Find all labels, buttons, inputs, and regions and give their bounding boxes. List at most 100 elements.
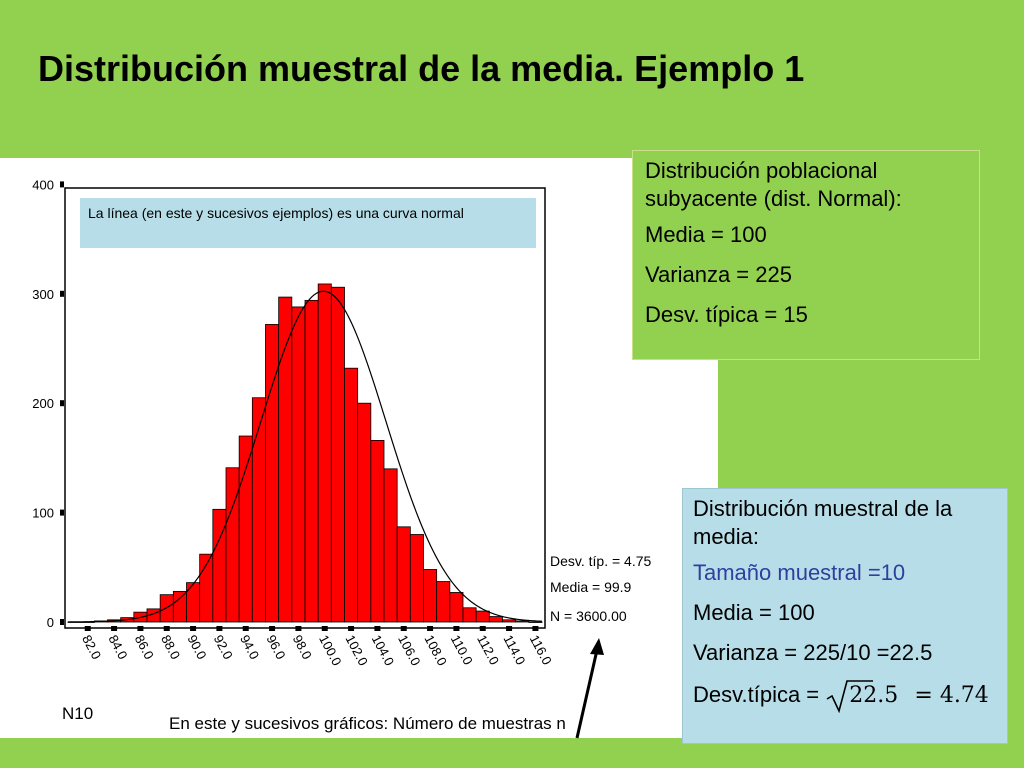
x-tick-mark — [269, 626, 276, 631]
histogram-bar — [488, 616, 503, 623]
histogram-bar — [212, 508, 227, 623]
histogram-bar — [383, 468, 398, 623]
histogram-bar — [528, 621, 543, 623]
x-tick-label: 82.0 — [79, 632, 104, 661]
histogram-bar — [186, 582, 201, 623]
y-tick-label: 0 — [47, 615, 54, 630]
histogram-bar — [436, 581, 451, 623]
histogram-bar — [502, 619, 517, 623]
histogram-bar — [396, 526, 411, 623]
sample-size: Tamaño muestral =10 — [693, 560, 906, 585]
histogram-bar — [475, 610, 490, 623]
y-axis-ticks: 0 100 200 300 400 — [32, 177, 64, 630]
x-tick-mark — [532, 626, 539, 631]
x-tick-label: 106.0 — [395, 632, 424, 668]
histogram-bar — [344, 367, 359, 623]
arrow-line — [575, 649, 599, 739]
histogram-bar — [515, 620, 530, 623]
histogram-bar — [423, 569, 438, 623]
x-axis-ticks: 82.0 84.0 86.0 88.0 90.0 92.0 94.0 96.0 98.0 100.… — [79, 626, 555, 668]
note-box: La línea (en este y sucesivos ejemplos) … — [80, 198, 536, 248]
histogram-bar — [265, 324, 280, 623]
x-tick-mark — [84, 626, 91, 631]
x-tick-label: 84.0 — [105, 632, 130, 661]
sample-box: Distribución muestral de la media: Tamañ… — [682, 488, 1008, 744]
x-tick-label: 90.0 — [184, 632, 209, 661]
arrow-head — [590, 638, 604, 655]
x-tick-mark — [163, 626, 170, 631]
y-tick-label: 400 — [32, 177, 54, 192]
sample-heading: Distribución muestral de la media: — [693, 496, 953, 549]
x-tick-label: 102.0 — [342, 632, 371, 668]
x-tick-mark — [321, 626, 328, 631]
x-tick-mark — [479, 626, 486, 631]
x-tick-label: 104.0 — [369, 632, 398, 668]
bottom-caption: En este y sucesivos gráficos: Número de … — [169, 714, 566, 733]
population-heading: Distribución poblacional subyacente (dis… — [645, 158, 902, 211]
x-tick-label: 112.0 — [474, 632, 502, 667]
x-tick-label: 98.0 — [290, 632, 315, 661]
slide-title: Distribución muestral de la media. Ejemp… — [38, 48, 805, 89]
x-tick-mark — [242, 626, 249, 631]
x-tick-mark — [348, 626, 355, 631]
histogram-bar — [330, 286, 345, 623]
bars-group — [67, 283, 543, 623]
x-tick-mark — [137, 626, 144, 631]
y-tick-mark — [60, 619, 64, 625]
y-tick-mark — [60, 400, 64, 407]
x-tick-label: 86.0 — [132, 632, 157, 661]
x-tick-label: 114.0 — [500, 632, 528, 667]
x-tick-mark — [453, 626, 460, 631]
x-tick-mark — [190, 626, 197, 631]
x-tick-mark — [400, 626, 407, 631]
population-desv: Desv. típica = 15 — [645, 302, 808, 327]
stat-media: Media = 99.9 — [550, 579, 632, 595]
y-tick-mark — [60, 290, 64, 297]
histogram-bar — [251, 397, 266, 623]
histogram-bar — [357, 402, 372, 623]
histogram-bar — [304, 299, 319, 623]
x-tick-mark — [295, 626, 302, 631]
y-tick-mark — [60, 509, 64, 516]
x-tick-mark — [506, 626, 513, 631]
histogram-bar — [225, 467, 240, 623]
population-media: Media = 100 — [645, 222, 767, 247]
x-tick-mark — [111, 626, 118, 631]
histogram-bar — [449, 592, 464, 623]
x-tick-label: 110.0 — [448, 632, 476, 667]
y-tick-label: 200 — [32, 396, 54, 411]
histogram-bar — [462, 607, 477, 623]
histogram-label: N10 — [62, 704, 94, 723]
x-tick-label: 100.0 — [316, 632, 345, 668]
sample-media: Media = 100 — [693, 600, 815, 625]
histogram-bar — [291, 306, 306, 623]
sqrt-result: = 4.74 — [914, 682, 989, 708]
y-tick-label: 300 — [32, 287, 54, 302]
histogram-bar — [317, 283, 332, 623]
x-tick-label: 116.0 — [527, 632, 555, 667]
sqrt-value: 22.5 — [849, 682, 899, 708]
histogram-bar — [370, 439, 385, 623]
sqrt-sign — [826, 680, 874, 714]
x-tick-label: 108.0 — [421, 632, 450, 668]
x-tick-mark — [374, 626, 381, 631]
sample-varianza: Varianza = 225/10 =22.5 — [693, 640, 933, 665]
population-varianza: Varianza = 225 — [645, 262, 792, 287]
x-tick-mark — [427, 626, 434, 631]
histogram-bar — [238, 435, 253, 623]
histogram-bar — [409, 534, 424, 623]
x-tick-label: 96.0 — [263, 632, 288, 661]
sample-desv: Desv.típica = 22.5 = 4.74 — [693, 679, 997, 714]
plot-frame — [64, 187, 546, 629]
normal-curve — [67, 290, 543, 623]
y-tick-label: 100 — [32, 506, 54, 521]
stat-desv: Desv. típ. = 4.75 — [550, 553, 652, 569]
sqrt-expression: 22.5 — [825, 679, 900, 714]
stat-n: N = 3600.00 — [550, 608, 627, 624]
sample-desv-label: Desv.típica = — [693, 681, 820, 707]
histogram-bar — [172, 590, 187, 623]
x-tick-label: 88.0 — [158, 632, 183, 661]
x-tick-label: 94.0 — [237, 632, 262, 661]
x-tick-label: 92.0 — [211, 632, 236, 661]
